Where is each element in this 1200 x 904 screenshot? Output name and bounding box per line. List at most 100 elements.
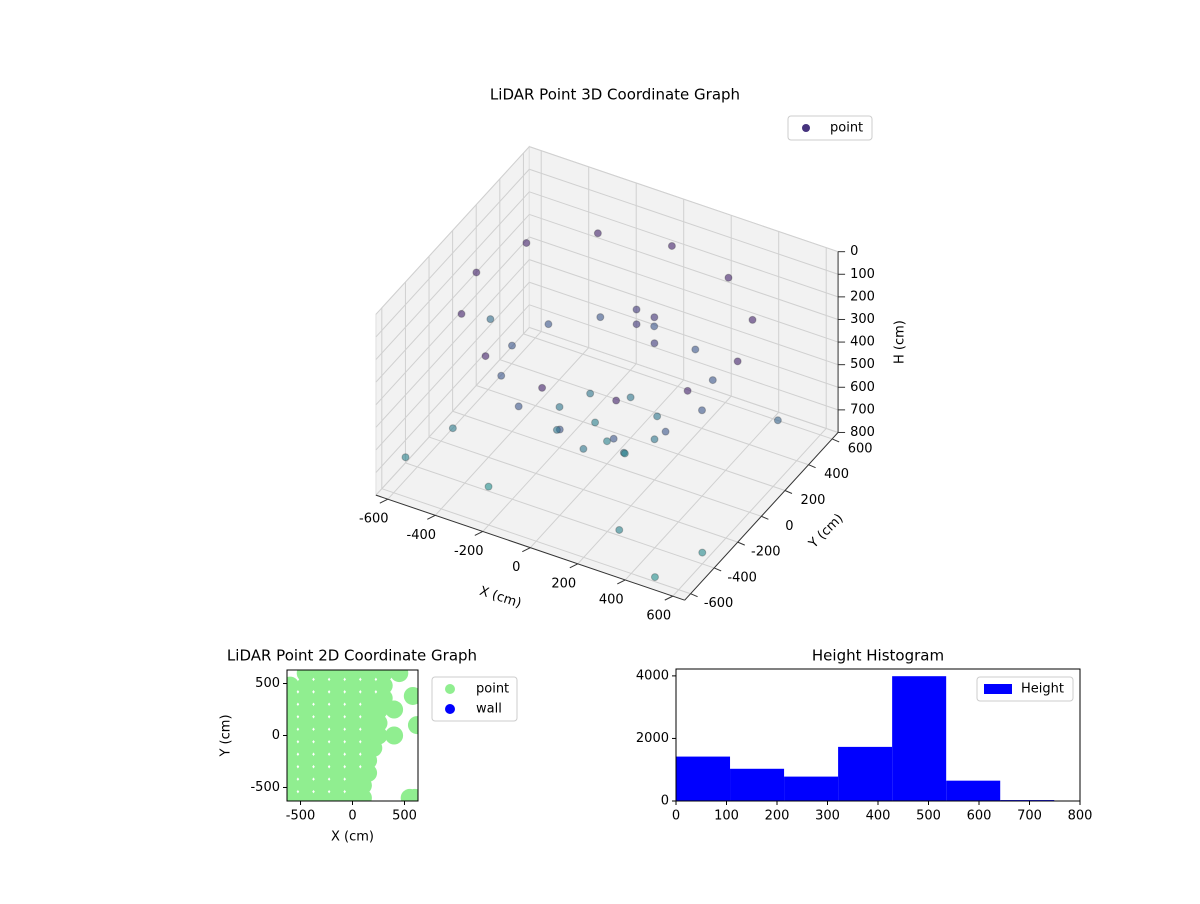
legend-marker	[445, 704, 455, 714]
bar	[676, 756, 731, 801]
legend-marker	[802, 124, 810, 132]
chart-title: LiDAR Point 2D Coordinate Graph	[227, 647, 477, 665]
point	[632, 320, 641, 329]
point	[359, 676, 378, 695]
point	[296, 726, 315, 745]
tick-mark	[808, 464, 816, 469]
tick-mark	[474, 531, 484, 536]
point	[497, 371, 506, 380]
point	[343, 714, 362, 733]
point	[327, 738, 346, 757]
point	[472, 268, 481, 277]
point	[312, 676, 331, 695]
bar	[784, 776, 839, 801]
x-tick-label: 600	[967, 809, 992, 824]
point	[312, 714, 331, 733]
grid-line	[375, 168, 530, 338]
point	[343, 726, 362, 745]
grid-line	[529, 304, 839, 411]
point	[327, 751, 346, 770]
grid-line	[529, 168, 839, 275]
point	[343, 751, 362, 770]
grid-line	[499, 359, 809, 466]
grid-line	[476, 385, 786, 491]
point	[312, 689, 331, 708]
point	[327, 714, 346, 733]
point	[369, 701, 388, 720]
point	[612, 396, 621, 405]
point	[296, 714, 315, 733]
tick-mark	[713, 567, 722, 572]
point	[591, 418, 600, 427]
point	[514, 402, 523, 411]
point	[405, 788, 418, 801]
point	[403, 686, 418, 705]
grid-line	[375, 191, 530, 360]
tick-mark	[690, 593, 698, 598]
z-tick-label: 100	[850, 267, 875, 282]
y-tick-label: -600	[704, 596, 734, 611]
grid-line	[375, 214, 530, 383]
grid-line	[381, 488, 691, 595]
tick-mark	[761, 515, 769, 520]
grid-line	[375, 327, 530, 496]
z-tick-label: 200	[850, 289, 875, 304]
point	[481, 352, 490, 361]
tick-mark	[427, 514, 436, 520]
y-tick-label: -500	[250, 780, 280, 795]
z-tick-label: 0	[850, 244, 858, 259]
grid-line	[375, 281, 530, 451]
point	[522, 238, 531, 247]
point	[296, 701, 315, 720]
point	[724, 273, 733, 282]
point	[626, 393, 635, 402]
legend-label: Height	[1021, 682, 1064, 697]
chart-title: Height Histogram	[812, 647, 944, 665]
x-tick-label: 0	[672, 809, 680, 824]
grid-line	[375, 304, 530, 473]
grid-line	[375, 259, 530, 428]
z-tick-label: 600	[850, 380, 875, 395]
point	[327, 776, 346, 795]
point	[359, 689, 378, 708]
point	[343, 676, 362, 695]
point	[773, 416, 782, 425]
grid-line	[452, 410, 762, 517]
point	[586, 389, 595, 398]
point	[312, 788, 331, 801]
point	[312, 751, 331, 770]
point	[327, 763, 346, 782]
point	[538, 383, 547, 392]
legend-marker	[984, 684, 1012, 694]
point	[448, 424, 457, 433]
x-tick-label: 700	[1017, 809, 1042, 824]
tick-mark	[831, 438, 840, 443]
point	[327, 701, 346, 720]
point	[650, 573, 659, 582]
x-tick-label: -200	[454, 544, 484, 559]
point	[407, 716, 418, 735]
legend-label: point	[830, 121, 863, 136]
x-tick-label: 200	[551, 576, 576, 591]
point	[552, 425, 561, 434]
point	[312, 776, 331, 795]
point	[579, 444, 588, 453]
point	[343, 763, 362, 782]
point	[353, 776, 372, 795]
point	[615, 525, 624, 534]
y-tick-label: -400	[727, 570, 757, 585]
grid-line	[375, 146, 530, 315]
point	[457, 309, 466, 318]
point	[312, 763, 331, 782]
y-tick-label: 200	[801, 493, 826, 508]
point	[312, 738, 331, 757]
point	[555, 402, 564, 411]
grid-line	[529, 213, 839, 320]
y-tick-label: 500	[255, 676, 280, 691]
z-tick-label: 300	[850, 312, 875, 327]
legend-marker	[445, 684, 455, 694]
z-tick-label: 700	[850, 402, 875, 417]
point	[390, 670, 409, 683]
point	[327, 689, 346, 708]
